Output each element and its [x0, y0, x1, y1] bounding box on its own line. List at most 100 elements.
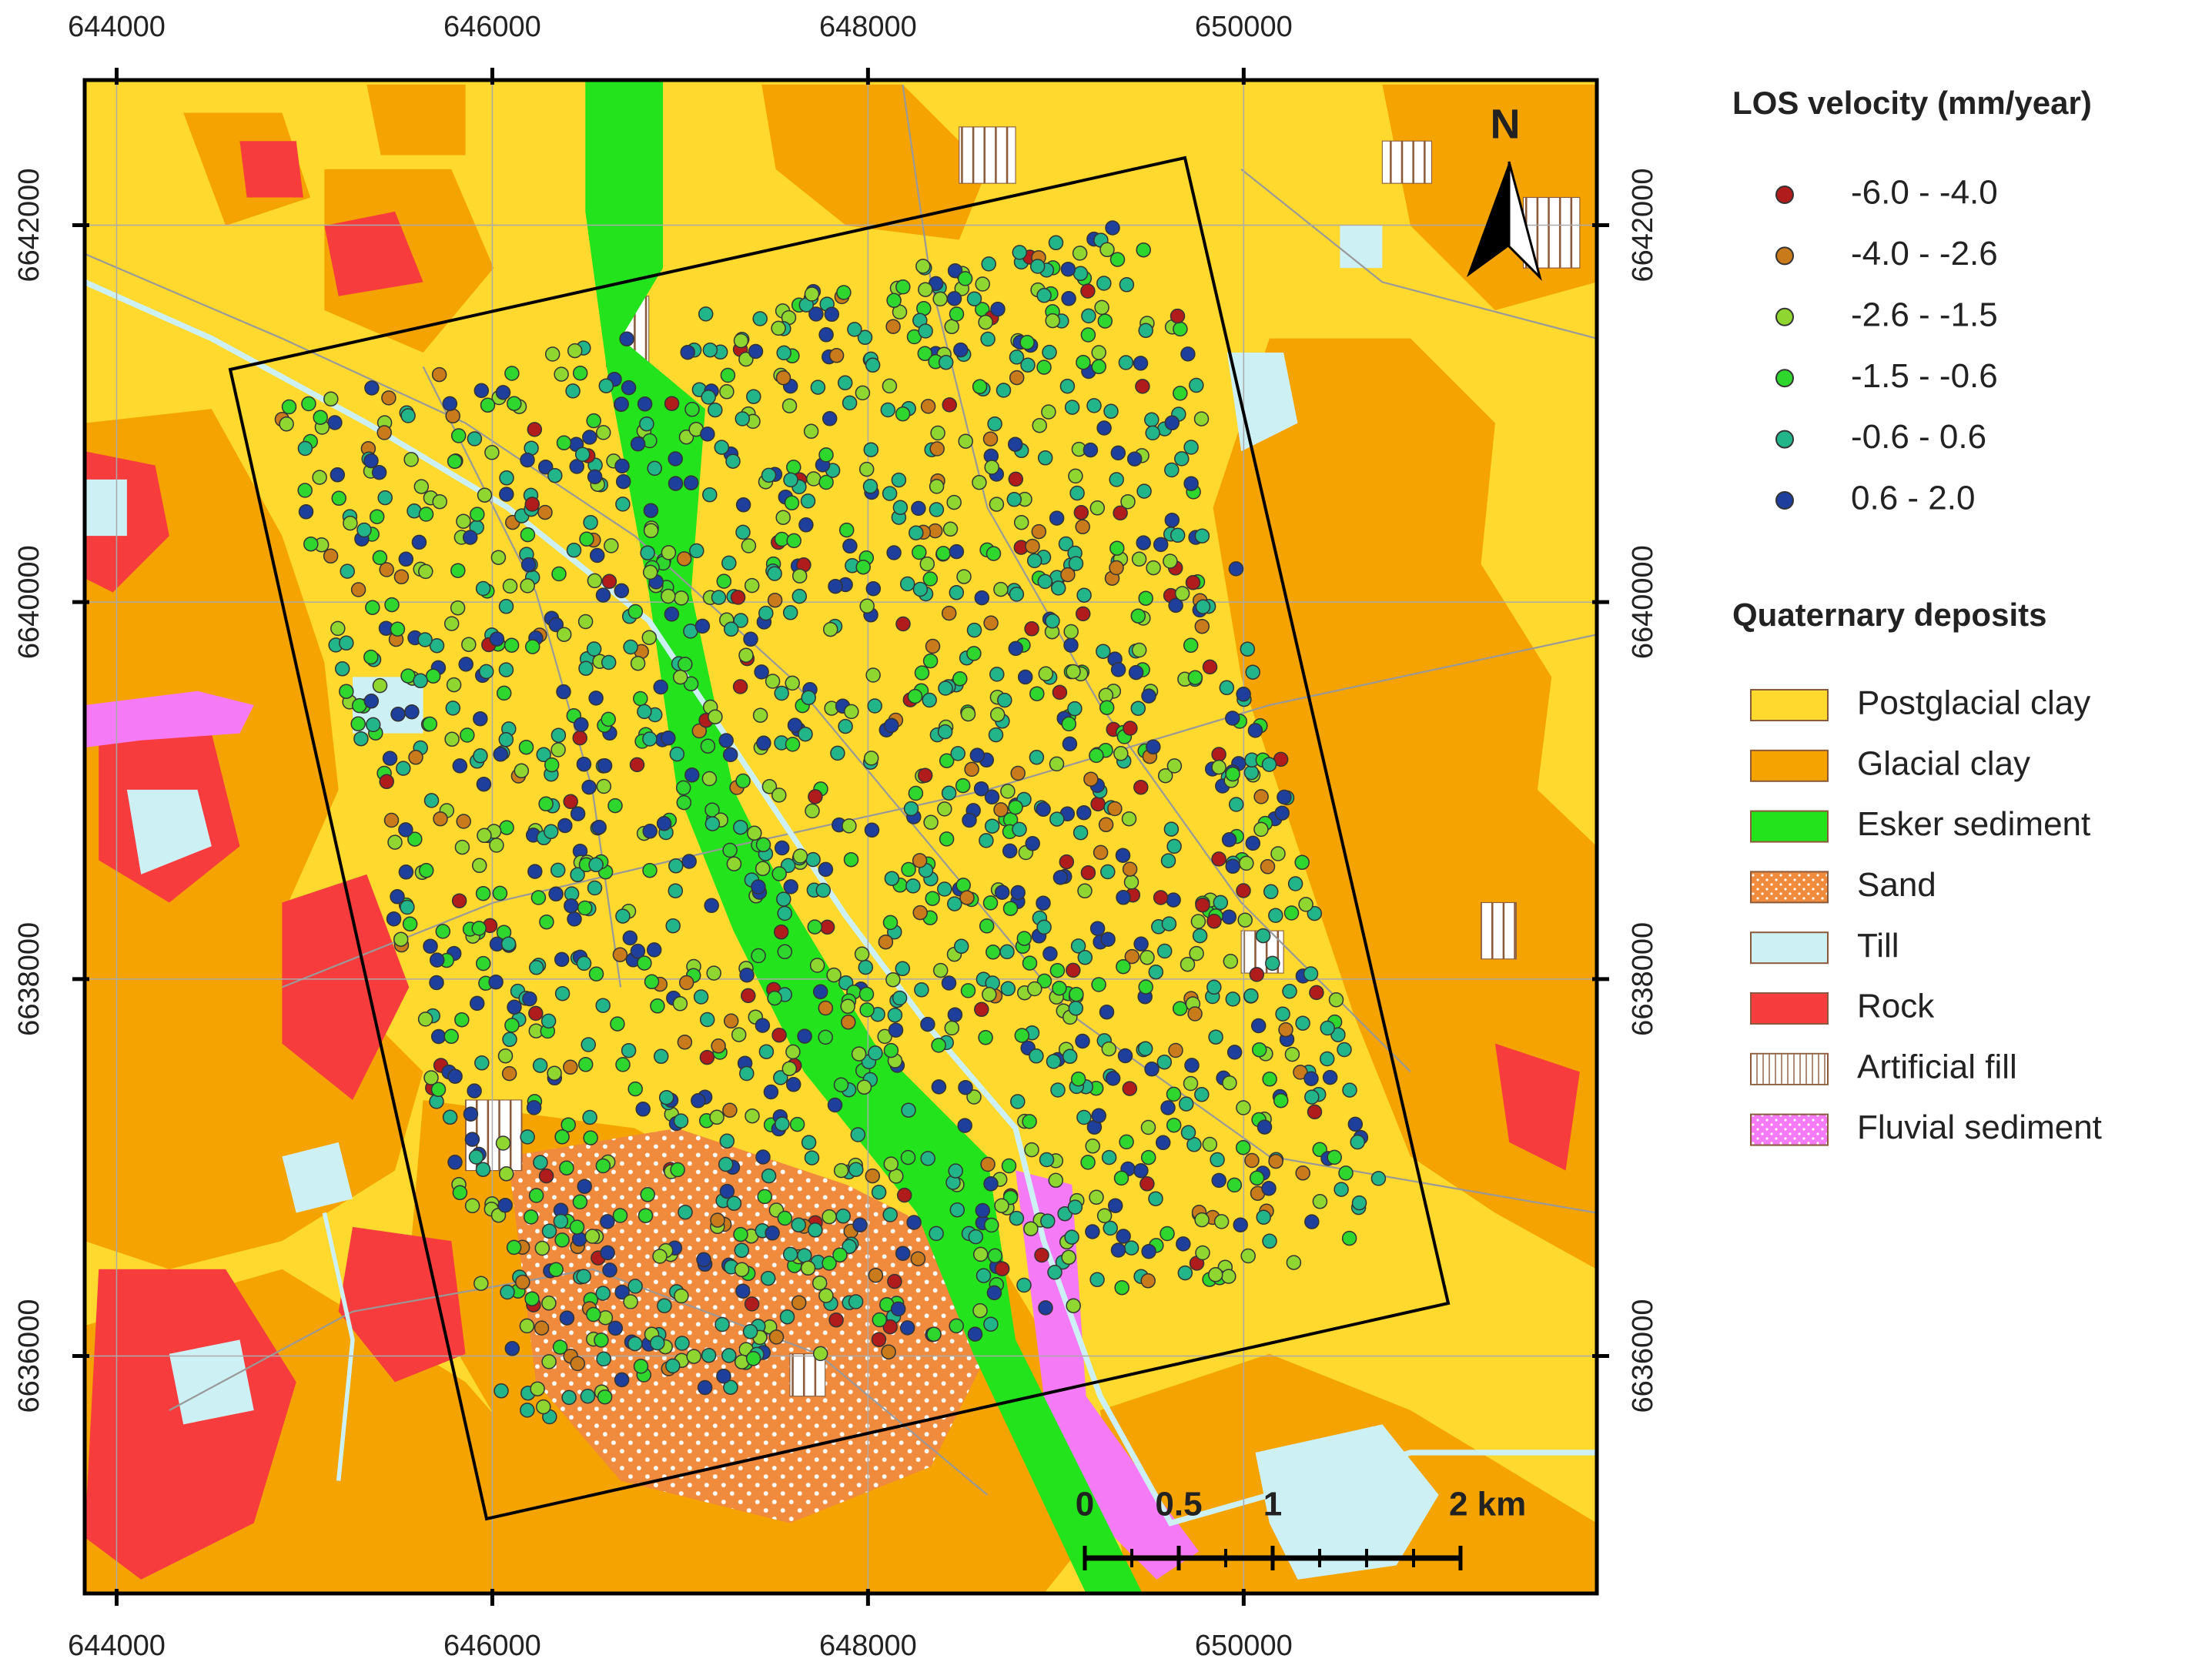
ps-point [958, 433, 973, 449]
ps-point [1194, 1212, 1210, 1228]
ps-point [1089, 747, 1104, 764]
ps-point [652, 1249, 668, 1264]
ps-point [398, 551, 414, 567]
ps-point [887, 1007, 903, 1023]
ps-point [725, 453, 741, 469]
ps-point [1140, 1273, 1156, 1289]
ps-point [895, 1246, 911, 1261]
ps-point [906, 1215, 922, 1230]
ps-point [697, 1379, 713, 1396]
ps-point [1298, 897, 1313, 912]
ps-point [1083, 442, 1099, 458]
ps-point [578, 660, 594, 676]
x-tick-label: 648000 [819, 1630, 917, 1662]
ps-point [888, 1022, 904, 1038]
x-tick-label: 644000 [68, 11, 166, 43]
ps-point [864, 822, 880, 838]
ps-point [758, 605, 774, 621]
ps-point [1180, 1125, 1196, 1141]
ps-point [356, 522, 372, 538]
ps-point [1002, 901, 1019, 916]
ps-point [661, 545, 677, 560]
ps-point [1039, 1152, 1055, 1168]
ps-point [327, 415, 343, 430]
ps-point [1014, 1028, 1030, 1043]
ps-point [559, 1160, 574, 1175]
ps-point [643, 523, 659, 539]
ps-point [862, 479, 878, 494]
ps-point [425, 668, 441, 684]
ps-point [675, 780, 691, 796]
ps-point [993, 802, 1009, 818]
ps-point [1058, 536, 1074, 552]
ps-point [1085, 1139, 1100, 1154]
ps-point [1089, 1272, 1105, 1288]
ps-point [822, 621, 838, 637]
legend-marker [1775, 430, 1794, 449]
ps-point [775, 370, 791, 386]
ps-point [982, 895, 999, 911]
ps-point [464, 1198, 480, 1214]
ps-point [709, 1109, 725, 1125]
ps-point [1062, 1048, 1078, 1065]
ps-point [1076, 587, 1092, 603]
ps-point [843, 851, 859, 868]
ps-point [1118, 355, 1134, 370]
ps-point [614, 396, 629, 412]
ps-point [1139, 1176, 1155, 1192]
ps-point [589, 547, 605, 563]
ps-point [911, 500, 926, 517]
ps-point [956, 569, 972, 584]
ps-point [785, 1077, 801, 1092]
ps-point [741, 538, 757, 553]
ps-point [1287, 876, 1303, 891]
ps-point [1096, 276, 1112, 291]
ps-point [1110, 662, 1126, 677]
legend-swatch [1750, 689, 1829, 721]
ps-point [1370, 1171, 1387, 1186]
ps-point [1022, 1114, 1037, 1129]
ps-point [635, 1102, 651, 1117]
ps-point [1068, 468, 1083, 484]
ps-point [1133, 779, 1149, 795]
ps-point [1260, 859, 1276, 874]
ps-point [836, 285, 852, 300]
ps-point [947, 1007, 963, 1022]
ps-point [1117, 1048, 1133, 1064]
ps-point [858, 461, 875, 477]
ps-point [733, 1226, 748, 1242]
ps-point [1189, 945, 1204, 961]
ps-point [1067, 1199, 1083, 1215]
ps-point [1124, 948, 1140, 965]
ps-point [445, 408, 460, 424]
ps-point [418, 507, 434, 522]
ps-point [966, 291, 982, 306]
ps-point [953, 342, 969, 358]
y-tick-label: 6640000 [1627, 545, 1659, 659]
scale-bar: 0 0.5 1 2 km [1076, 1486, 1526, 1570]
ps-point [1098, 817, 1114, 833]
ps-point [716, 1368, 731, 1384]
ps-point [848, 1294, 864, 1309]
ps-point [477, 828, 492, 844]
ps-point [785, 675, 800, 691]
ps-point [1307, 1104, 1323, 1120]
ps-point [883, 1042, 899, 1058]
ps-point [504, 366, 520, 381]
ps-point [490, 550, 507, 565]
ps-point [907, 688, 923, 704]
ps-point [556, 627, 572, 642]
ps-point [423, 793, 440, 808]
ps-point [454, 1012, 470, 1028]
ps-point [785, 1044, 801, 1060]
ps-point [672, 669, 688, 685]
ps-point [1025, 836, 1040, 851]
ps-point [499, 487, 514, 502]
ps-point [950, 746, 965, 761]
ps-point [1025, 538, 1040, 554]
ps-point [989, 707, 1006, 723]
ps-point [530, 890, 547, 905]
ps-point [570, 867, 585, 883]
ps-point [587, 880, 603, 896]
ps-point [1107, 1198, 1123, 1213]
